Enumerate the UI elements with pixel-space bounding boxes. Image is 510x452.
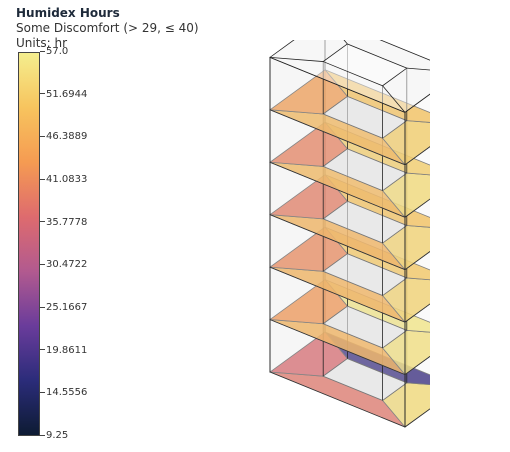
roof-core <box>322 43 408 87</box>
roof-edge <box>406 67 430 71</box>
roof-edge <box>382 85 406 113</box>
colorbar-tick: 46.3889 <box>40 131 87 143</box>
roof-edge <box>269 56 324 62</box>
colorbar-tick: 25.1667 <box>40 302 87 314</box>
colorbar-tick: 14.5556 <box>40 387 87 399</box>
colorbar-tick: 35.7778 <box>40 217 87 229</box>
colorbar-tick: 30.4722 <box>40 259 87 271</box>
colorbar-tick: 51.6944 <box>40 89 87 101</box>
colorbar-ticks: 57.0 51.6944 46.3889 41.0833 35.7778 30.4722 2… <box>40 46 120 441</box>
colorbar-tick: 9.25 <box>40 430 68 442</box>
legend-title: Humidex Hours <box>16 6 120 20</box>
colorbar-tick: 41.0833 <box>40 174 87 186</box>
legend-subtitle: Some Discomfort (> 29, ≤ 40) <box>16 21 199 35</box>
legend-header: Humidex Hours Some Discomfort (> 29, ≤ 4… <box>16 6 199 51</box>
colorbar-tick: 57.0 <box>40 46 68 58</box>
colorbar-tick: 19.8611 <box>40 345 87 357</box>
building-model[interactable] <box>200 40 430 440</box>
colorbar <box>18 52 40 436</box>
